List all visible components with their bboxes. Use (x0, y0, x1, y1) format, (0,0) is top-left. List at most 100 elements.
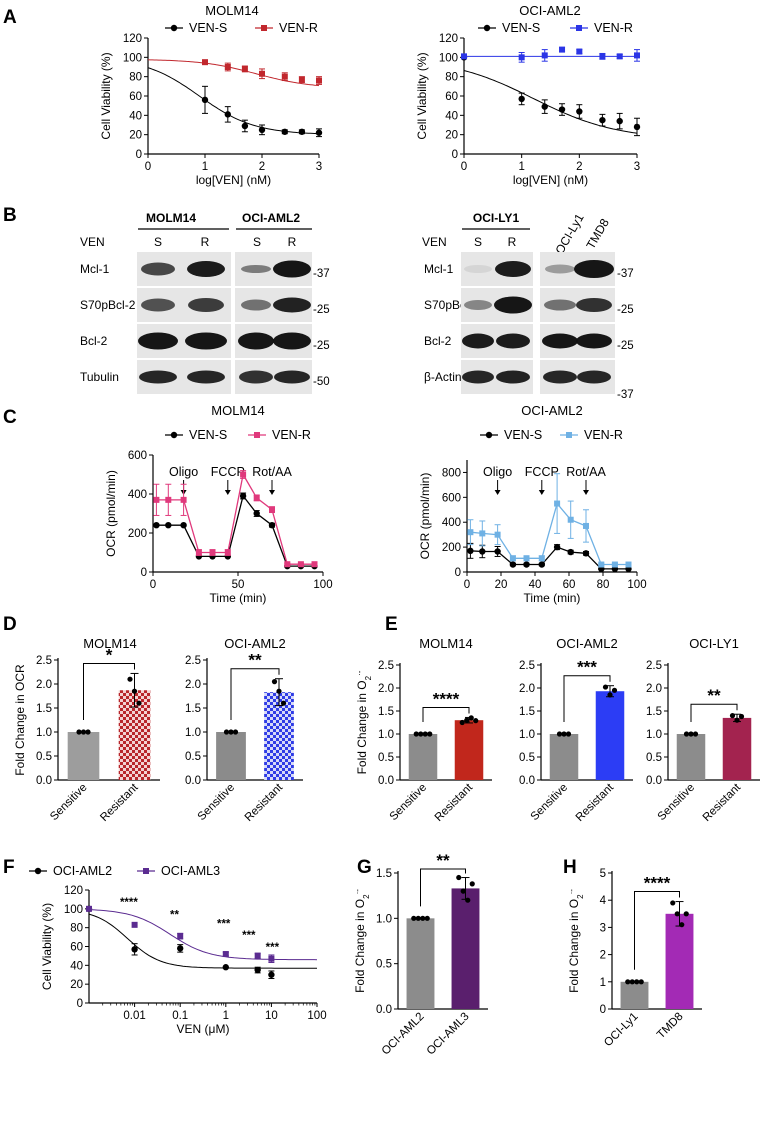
x-tick-label: 60 (563, 579, 576, 591)
data-point (582, 550, 590, 557)
x-category-label: Resistant (701, 781, 744, 824)
molecular-weight-marker: -25 (313, 340, 330, 352)
data-point (494, 548, 501, 555)
blot-band (462, 333, 494, 349)
x-tick-label: 1 (202, 161, 208, 173)
data-point (131, 921, 138, 928)
blot-band (238, 332, 274, 350)
data-point (427, 731, 433, 737)
data-point (298, 128, 306, 135)
bar (620, 981, 649, 1009)
data-point (738, 713, 745, 720)
blot-band (544, 299, 576, 311)
molecular-weight-marker: -37 (313, 268, 330, 280)
blot-row-label: β-Actin (424, 370, 462, 384)
y-tick-label: 1.5 (378, 706, 394, 718)
y-tick-label: 20 (445, 130, 458, 142)
blot-band (241, 299, 271, 311)
panel-letter-a: A (3, 7, 17, 28)
data-point (566, 432, 572, 438)
chart-title: MOLM14 (419, 636, 472, 651)
legend-label: VEN-R (279, 21, 318, 35)
molecular-weight-marker: -50 (313, 376, 330, 388)
panel-a-molm14-chart: MOLM14 0 20 40 60 80 100 120 0 1 2 3 log[VEN] (nM) Ce… (99, 3, 322, 187)
blot-band (187, 370, 225, 384)
chart-title: OCI-AML2 (556, 636, 617, 651)
x-tick-label: 0.1 (172, 1010, 188, 1022)
y-tick-label: 1.0 (185, 727, 201, 739)
data-point (611, 561, 618, 568)
data-point (541, 103, 548, 110)
legend-label: OCI-AML3 (161, 864, 220, 878)
y-tick-label: 0 (77, 998, 83, 1010)
data-point (576, 25, 582, 31)
blot-band (141, 298, 175, 312)
y-tick-label: 1.5 (376, 868, 392, 880)
panel-d-molm14-chart: MOLM14 0.0 0.5 1.0 1.5 2.0 2.5 Fold Change in O… (13, 636, 160, 824)
y-tick-label: 400 (128, 489, 147, 501)
blot-lane-label: R (288, 235, 297, 249)
blot-band (274, 370, 310, 384)
bar (451, 888, 480, 1009)
data-point (616, 53, 623, 60)
y-tick-label: 0 (455, 567, 461, 579)
data-point (464, 717, 470, 723)
bar (549, 734, 579, 780)
significance-stars: **** (433, 689, 460, 708)
significance-stars: **** (644, 874, 671, 893)
molecular-weight-marker: -37 (617, 268, 634, 280)
y-axis-label: Fold Change in O2·- (567, 889, 585, 993)
blot-lane-label-oci-ly1: OCI-Ly1 (552, 211, 586, 257)
injection-label: FCCP (211, 465, 245, 479)
molecular-weight-marker: -25 (617, 340, 634, 352)
y-axis-label: Cell Viability (%) (415, 52, 429, 139)
bar (67, 732, 100, 780)
data-point (538, 555, 545, 562)
data-point (734, 717, 740, 723)
y-tick-label: 0.5 (646, 752, 662, 764)
data-point (165, 522, 172, 529)
y-tick-label: 1.5 (646, 706, 662, 718)
data-point (311, 561, 318, 568)
data-point (460, 888, 466, 894)
blot-band (577, 370, 611, 384)
data-point (143, 868, 149, 874)
data-point (170, 431, 178, 439)
y-tick-label: 1.0 (378, 729, 394, 741)
chart-title: MOLM14 (83, 636, 136, 651)
data-point (602, 684, 609, 690)
data-point (479, 548, 486, 555)
blot-lane-label: S (253, 235, 261, 249)
data-point (259, 70, 265, 77)
data-point (683, 731, 690, 737)
significance-bracket (563, 675, 611, 722)
blot-header-molm14: MOLM14 (146, 211, 196, 225)
y-axis-label: Fold Change in OCR (13, 664, 27, 776)
panel-letter-d: D (3, 614, 17, 635)
x-tick-label: 20 (495, 579, 508, 591)
injection-label: FCCP (525, 465, 559, 479)
y-tick-label: 80 (445, 72, 458, 84)
data-point (202, 59, 208, 66)
data-point (223, 729, 230, 735)
y-tick-label: 60 (129, 91, 142, 103)
significance-star: *** (242, 930, 256, 942)
panel-e-oci-ly1-chart: OCI-LY1 0.0 0.5 1.0 1.5 2.0 2.5 Sensitive Resist… (646, 636, 760, 824)
data-point (576, 108, 583, 115)
significance-stars: ** (248, 651, 262, 670)
y-tick-label: 400 (442, 517, 461, 529)
fit-curve (147, 59, 320, 87)
y-tick-label: 0.0 (376, 1004, 392, 1016)
data-point (485, 431, 493, 439)
injection-arrowhead (224, 490, 231, 495)
significance-star: *** (266, 942, 280, 954)
significance-star: ** (170, 909, 179, 921)
y-tick-label: 200 (128, 528, 147, 540)
x-category-label: Resistant (433, 781, 476, 824)
x-category-label: Sensitive (656, 782, 697, 823)
data-point (611, 687, 618, 693)
data-point (268, 955, 275, 962)
data-point (494, 531, 501, 538)
significance-bracket (420, 868, 466, 907)
blot-row-label: Bcl-2 (80, 334, 108, 348)
